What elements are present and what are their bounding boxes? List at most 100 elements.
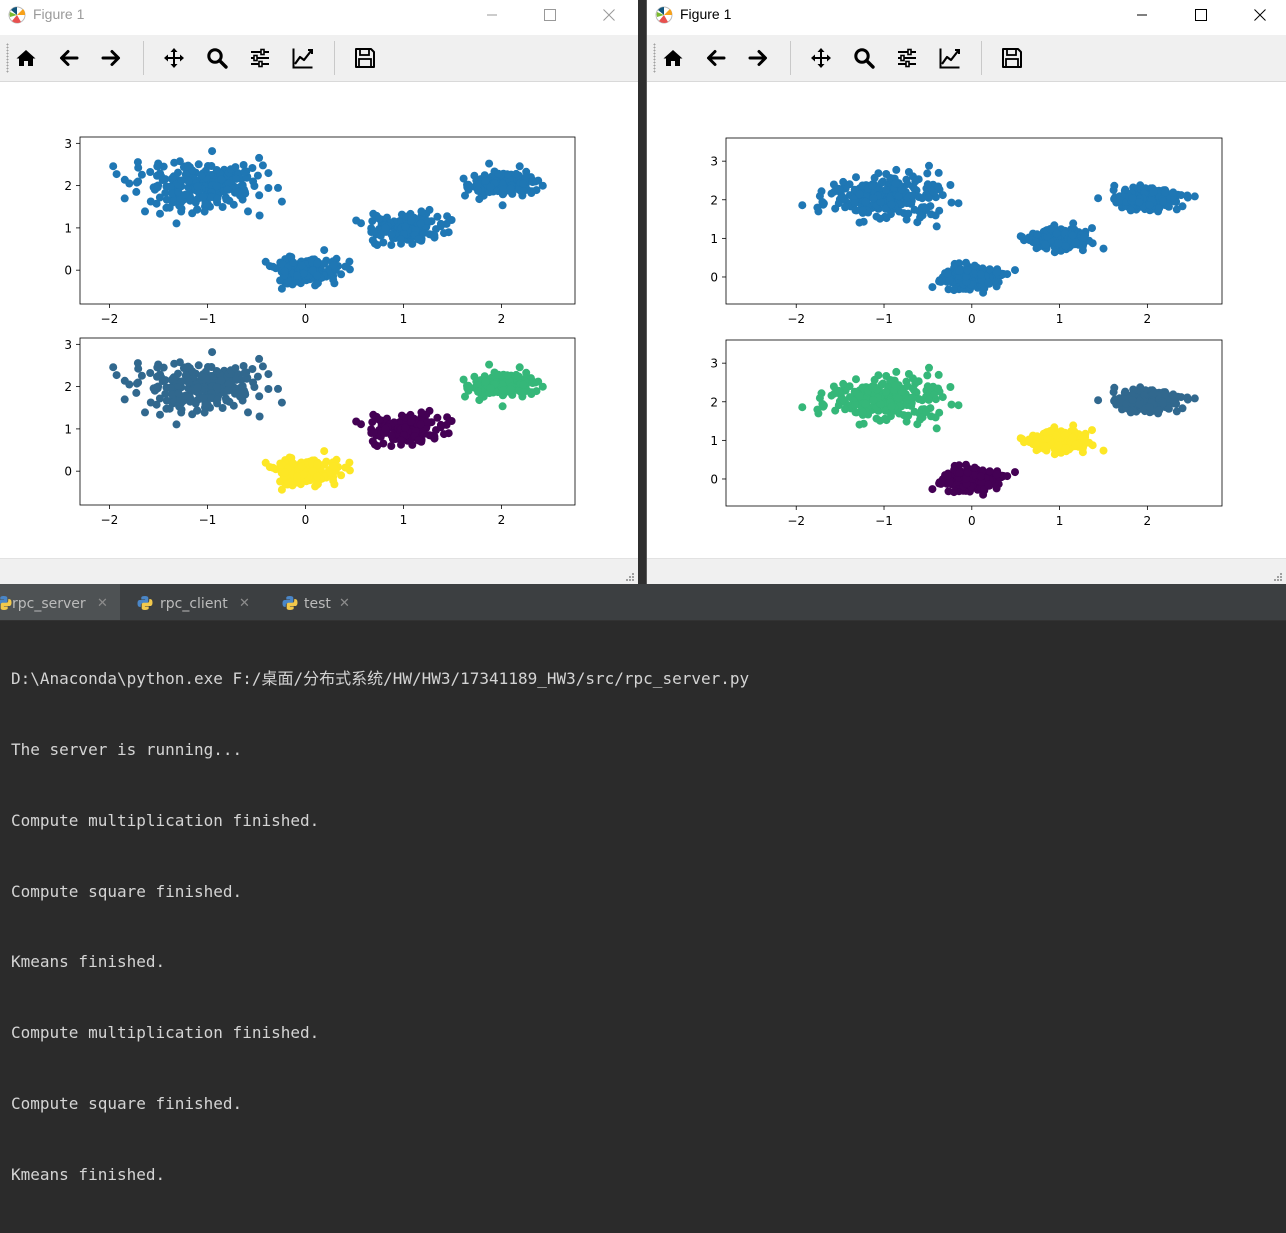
scatter-point (934, 370, 943, 379)
scatter-point (852, 375, 860, 384)
subplots-button[interactable] (247, 45, 273, 71)
close-tab-icon[interactable]: ✕ (239, 596, 250, 611)
scatter-point (1126, 408, 1135, 417)
title-bar[interactable]: Figure 1 (647, 0, 1286, 31)
scatter-point (375, 415, 383, 424)
scatter-point (870, 173, 879, 182)
scatter-points (109, 348, 547, 494)
edit-axes-button[interactable] (937, 45, 963, 71)
scatter-point (506, 184, 515, 193)
scatter-point (396, 235, 405, 244)
scatter-point (132, 388, 141, 397)
maximize-button[interactable] (527, 0, 573, 31)
scatter-point (232, 375, 241, 384)
pan-button[interactable] (808, 45, 834, 71)
scatter-point (1094, 396, 1103, 405)
toolbar-grip[interactable] (6, 43, 9, 73)
window-divider (638, 0, 646, 584)
close-button[interactable] (586, 0, 632, 31)
y-tick-label: 0 (64, 465, 72, 479)
scatter-point (280, 468, 289, 477)
console-output[interactable]: D:\Anaconda\python.exe F:/桌面/分布式系统/HW/HW… (11, 620, 749, 1233)
scatter-point (232, 174, 241, 183)
scatter-point (417, 207, 426, 216)
figure-canvas[interactable]: −2 −1 0 1 2 0 1 2 3 −2 −1 0 1 2 0 1 2 3 (647, 82, 1286, 558)
scatter-point (815, 192, 824, 201)
scatter-point (1099, 244, 1108, 253)
scatter-point (861, 399, 870, 408)
tab-rpc-server[interactable]: rpc_server ✕ (0, 584, 120, 620)
back-button[interactable] (703, 45, 729, 71)
scatter-point (368, 437, 377, 446)
x-tick-label: 1 (1056, 312, 1064, 326)
toolbar-grip[interactable] (653, 43, 656, 73)
scatter-point (436, 423, 445, 432)
scatter-point (337, 471, 346, 480)
tab-rpc-client[interactable]: rpc_client ✕ (120, 584, 265, 620)
scatter-point (976, 472, 985, 481)
scatter-point (870, 375, 879, 384)
console-line: Kmeans finished. (11, 1164, 166, 1184)
axes-frame (725, 339, 1223, 507)
scatter-point (255, 191, 264, 200)
forward-arrow-icon (101, 50, 120, 66)
scatter-point (416, 420, 425, 429)
scatter-point (519, 388, 528, 397)
close-tab-icon[interactable]: ✕ (339, 596, 350, 611)
zoom-button[interactable] (851, 45, 877, 71)
scatter-point (146, 398, 155, 407)
scatter-point (970, 463, 979, 472)
save-button[interactable] (352, 45, 378, 71)
subplots-button[interactable] (894, 45, 920, 71)
scatter-point (200, 408, 209, 417)
title-bar[interactable]: Figure 1 (0, 0, 638, 31)
close-tab-icon[interactable]: ✕ (97, 596, 108, 611)
scatter-point (1025, 435, 1034, 444)
scatter-point (293, 472, 301, 481)
minimize-button[interactable] (469, 0, 515, 31)
save-button[interactable] (999, 45, 1025, 71)
edit-axes-button[interactable] (290, 45, 316, 71)
forward-button[interactable] (98, 45, 124, 71)
x-tick-label: 2 (1144, 312, 1152, 326)
size-grip-icon[interactable] (625, 572, 635, 582)
scatter-point (253, 171, 262, 180)
home-button[interactable] (660, 45, 686, 71)
scatter-point (329, 462, 338, 471)
scatter-point (908, 191, 917, 200)
scatter-point (181, 391, 190, 400)
scatter-point (1099, 446, 1108, 455)
figure-window-right: Figure 1 −2 −1 0 1 2 0 1 2 3 −2 −1 0 1 2 0 1 2 3 (646, 0, 1286, 584)
scatter-point (499, 185, 508, 194)
minimize-button[interactable] (1119, 0, 1165, 31)
back-button[interactable] (56, 45, 82, 71)
scatter-point (1069, 421, 1078, 430)
scatter-point (945, 478, 954, 487)
scatter-point (1080, 435, 1089, 444)
scatter-point (947, 198, 956, 207)
home-button[interactable] (13, 45, 39, 71)
scatter-point (161, 389, 170, 398)
scatter-point (1183, 395, 1192, 404)
scatter-point (481, 377, 490, 386)
close-button[interactable] (1237, 0, 1283, 31)
scatter-point (156, 410, 164, 419)
scatter-point (946, 383, 955, 391)
matplotlib-logo-icon (8, 6, 26, 24)
scatter-point (922, 206, 930, 214)
forward-button[interactable] (745, 45, 771, 71)
zoom-button[interactable] (204, 45, 230, 71)
tab-label: test (304, 596, 331, 612)
size-grip-icon[interactable] (1273, 572, 1283, 582)
scatter-point (224, 179, 233, 188)
tab-test[interactable]: test ✕ (265, 584, 365, 620)
scatter-point (1094, 194, 1103, 203)
pan-button[interactable] (161, 45, 187, 71)
x-tick-label: 1 (400, 312, 408, 326)
scatter-point (341, 262, 350, 271)
scatter-point (162, 195, 171, 204)
scatter-point (519, 179, 528, 188)
maximize-button[interactable] (1178, 0, 1224, 31)
figure-canvas[interactable]: −2 −1 0 1 2 0 1 2 3 −2 −1 0 1 2 0 1 2 3 (0, 82, 638, 558)
scatter-point (329, 261, 338, 270)
